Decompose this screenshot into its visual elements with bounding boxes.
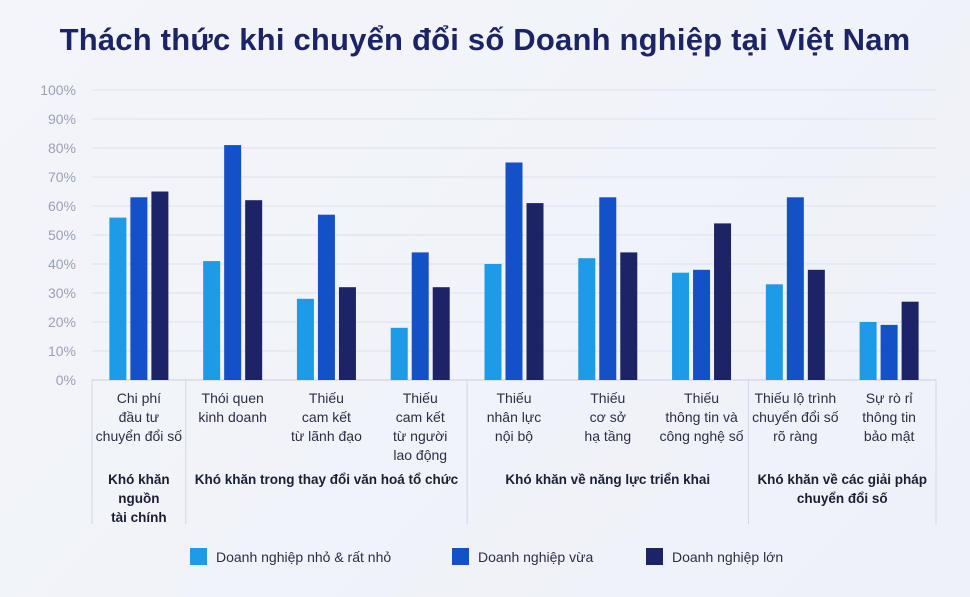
category-label: nhân lực [487, 409, 542, 425]
bar [203, 261, 221, 380]
category-label: Thiếu [403, 390, 438, 406]
category-label: từ lãnh đạo [291, 428, 362, 444]
y-tick-label: 40% [48, 256, 76, 272]
category-label: Thiếu [684, 390, 719, 406]
y-tick-label: 50% [48, 227, 76, 243]
legend-item-small: Doanh nghiệp nhỏ & rất nhỏ [190, 548, 391, 565]
category-label: Sự rò rỉ [866, 390, 914, 406]
legend: Doanh nghiệp nhỏ & rất nhỏ Doanh nghiệp … [0, 548, 970, 572]
category-label: nội bộ [495, 428, 533, 444]
bar [599, 197, 617, 380]
category-label: lao động [393, 447, 447, 463]
y-tick-label: 60% [48, 198, 76, 214]
bar [578, 258, 596, 380]
bar [432, 287, 450, 380]
category-label: chuyển đổi số [96, 428, 183, 444]
bar [245, 200, 263, 380]
legend-item-medium: Doanh nghiệp vừa [452, 548, 593, 565]
bar [130, 197, 148, 380]
legend-label-large: Doanh nghiệp lớn [672, 548, 784, 565]
y-tick-label: 100% [40, 82, 76, 98]
y-tick-label: 30% [48, 285, 76, 301]
legend-swatch-large [646, 548, 663, 565]
y-tick-label: 0% [56, 372, 76, 388]
bar [620, 252, 638, 380]
group-label: Khó khăn [108, 472, 170, 487]
legend-item-large: Doanh nghiệp lớn [646, 548, 783, 565]
category-label: Chi phí [117, 390, 161, 406]
group-label: nguồn [118, 491, 159, 506]
bar [786, 197, 804, 380]
y-tick-label: 10% [48, 343, 76, 359]
bar [765, 284, 783, 380]
bar [714, 223, 732, 380]
bar [526, 203, 544, 380]
category-label: Thiếu [496, 390, 531, 406]
category-label: chuyển đổi số [752, 409, 839, 425]
category-label: Thiếu [309, 390, 344, 406]
bar [390, 327, 408, 380]
bar [807, 269, 825, 380]
category-label: thông tin [862, 409, 916, 425]
group-label: chuyển đổi số [797, 491, 888, 506]
bar [224, 145, 242, 380]
bar [411, 252, 429, 380]
legend-swatch-medium [452, 548, 469, 565]
category-label: kinh doanh [198, 409, 267, 425]
bar [484, 264, 502, 380]
category-label: đầu tư [119, 409, 160, 425]
bar [317, 214, 335, 380]
category-label: cam kết [302, 409, 351, 425]
y-tick-label: 20% [48, 314, 76, 330]
group-label: Khó khăn về các giải pháp [757, 472, 927, 487]
category-label: Thói quen [202, 390, 264, 406]
category-label: rõ ràng [773, 428, 817, 444]
category-label: Thiếu [590, 390, 625, 406]
legend-label-medium: Doanh nghiệp vừa [478, 548, 594, 565]
bar [880, 324, 898, 380]
legend-label-small: Doanh nghiệp nhỏ & rất nhỏ [216, 548, 392, 565]
category-label: công nghệ số [660, 428, 744, 444]
y-tick-label: 80% [48, 140, 76, 156]
chart-title: Thách thức khi chuyển đổi số Doanh nghiệ… [59, 22, 911, 57]
category-label: hạ tầng [584, 428, 631, 444]
group-label: Khó khăn trong thay đổi văn hoá tổ chức [195, 472, 459, 487]
bar [859, 322, 877, 380]
bar [151, 191, 169, 380]
legend-swatch-small [190, 548, 207, 565]
category-label: bảo mật [864, 428, 915, 444]
bar [109, 217, 127, 380]
bar [338, 287, 356, 380]
bar [296, 298, 314, 380]
category-label: cơ sở [590, 409, 626, 425]
bar [693, 269, 711, 380]
category-label: Thiếu lộ trình [754, 390, 836, 406]
y-tick-label: 90% [48, 111, 76, 127]
category-label: cam kết [396, 409, 445, 425]
bar [901, 301, 919, 380]
bar [672, 272, 690, 380]
category-label: thông tin và [665, 409, 738, 425]
bar [505, 162, 523, 380]
group-label: tài chính [111, 510, 167, 525]
group-label: Khó khăn về năng lực triển khai [505, 472, 710, 487]
y-tick-label: 70% [48, 169, 76, 185]
category-label: từ người [393, 428, 447, 444]
